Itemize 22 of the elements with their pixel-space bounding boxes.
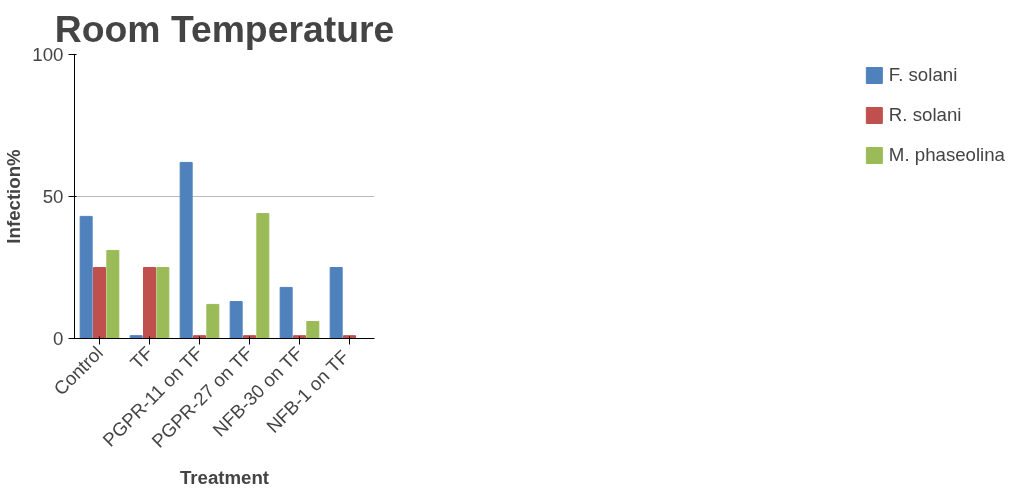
y-tick-label: 50 [42,186,64,207]
y-tick-label: 0 [53,328,64,349]
bar [256,213,270,339]
x-axis-title: Treatment [179,466,270,488]
bar [306,320,320,339]
bar [229,301,243,339]
legend-label: R. solani [888,104,962,126]
bar [156,267,170,339]
bar [329,267,343,339]
bar [129,335,143,339]
x-tick-label: TF [125,342,157,374]
legend-label: M. phaseolina [888,144,1005,166]
bar [106,249,120,339]
legend-label: F. solani [888,64,958,86]
y-axis-title: Infection% [3,148,25,244]
bar [143,267,156,339]
bar [279,286,293,339]
bar [93,267,106,339]
bar [179,161,193,339]
y-tick-label: 100 [32,44,64,65]
bar [79,215,93,339]
bar [206,303,220,339]
